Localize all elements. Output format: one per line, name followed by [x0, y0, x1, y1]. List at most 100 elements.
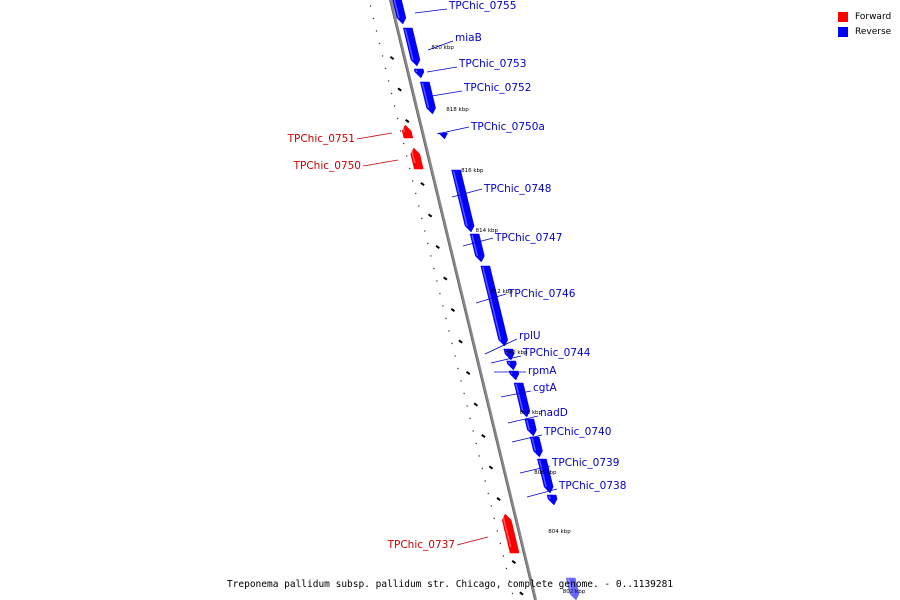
gene-highlight: [531, 437, 537, 452]
scale-tick: [435, 245, 440, 249]
gene-arrow-tpchic_0747[interactable]: [469, 233, 485, 263]
gene-arrow-tpchic_0744[interactable]: [506, 360, 517, 371]
gene-label-leader: [484, 338, 518, 355]
scale-label: 806 kbp: [534, 470, 557, 476]
legend-forward-label: Forward: [855, 11, 892, 22]
gene-label-tpchic_0744[interactable]: TPChic_0744: [522, 347, 591, 359]
gene-label-tpchic_0751[interactable]: TPChic_0751: [287, 133, 355, 145]
gene-label-leader: [462, 237, 494, 247]
gene-label-tpchic_0747[interactable]: TPChic_0747: [494, 232, 562, 244]
gene-arrow-tpchic_0748[interactable]: [451, 169, 475, 233]
gene-label-tpchic_0750[interactable]: TPChic_0750: [293, 160, 361, 172]
gene-label-tpchic_0755[interactable]: TPChic_0755: [448, 0, 516, 12]
gene-arrow-cgta[interactable]: [513, 382, 531, 418]
gene-label-tpchic_0752[interactable]: TPChic_0752: [463, 82, 531, 94]
gene-arrow-tpchic_0750[interactable]: [410, 147, 424, 170]
gene-arrow-rpma[interactable]: [508, 370, 520, 381]
guide-dot: [472, 430, 474, 432]
guide-dot: [511, 592, 514, 595]
gene-arrow-tpchic_0739[interactable]: [537, 458, 554, 494]
gene-highlight: [538, 459, 547, 488]
gene-highlight: [482, 266, 502, 341]
gene-arrow-rplu[interactable]: [503, 348, 515, 361]
guide-dot: [384, 67, 387, 70]
guide-dot: [466, 405, 468, 407]
gene-label-leader: [356, 132, 393, 140]
guide-dot: [481, 467, 483, 470]
scale-tick: [488, 465, 494, 470]
gene-labels: TPChic_0755 miaB TPChic_0753 TPChic_0752 TPC…: [287, 0, 627, 551]
guide-dot: [457, 367, 459, 370]
guide-dot: [475, 442, 477, 445]
guide-dot: [418, 205, 420, 207]
gene-arrow-tpchic_0753[interactable]: [413, 68, 425, 79]
gene-highlight: [404, 28, 414, 61]
gene-arrow-tpchic_0738[interactable]: [546, 494, 558, 506]
guide-dot: [448, 330, 450, 332]
gene-label-leader: [414, 8, 448, 14]
strand-legend: Forward Reverse: [838, 9, 891, 39]
guide-dot: [469, 417, 471, 420]
gene-label-tpchic_0746[interactable]: TPChic_0746: [507, 288, 576, 300]
gene-arrow-tpchic_0751[interactable]: [401, 124, 414, 139]
guide-dot: [442, 305, 444, 307]
gene-arrow-miab[interactable]: [402, 27, 421, 67]
guide-dot: [396, 117, 399, 120]
guide-dot: [412, 180, 414, 182]
guide-dot: [433, 267, 435, 270]
gene-label-leader: [426, 66, 458, 73]
gene-label-tpchic_0748[interactable]: TPChic_0748: [483, 183, 551, 195]
gene-arrow-partial[interactable]: [565, 577, 580, 600]
gene-label-tpchic_0753[interactable]: TPChic_0753: [458, 58, 526, 70]
scale-tick: [397, 87, 402, 92]
gene-arrow-tpchic_0752[interactable]: [419, 81, 436, 115]
gene-arrow-tpchic_0737[interactable]: [501, 513, 520, 554]
guide-dot: [375, 30, 378, 32]
scale-tick: [496, 496, 501, 502]
guide-dot: [451, 342, 453, 345]
scale-tick: [511, 559, 517, 565]
gene-label-leader: [475, 293, 507, 304]
gene-highlight: [393, 0, 400, 19]
guide-dot: [508, 580, 511, 582]
scale-label: 810 kbp: [505, 350, 528, 356]
gene-arrow-tpchic_0755[interactable]: [391, 0, 407, 25]
gene-label-leader: [427, 40, 454, 51]
gene-label-leader: [507, 415, 539, 424]
scale-tick: [458, 339, 463, 344]
forward-swatch: [838, 11, 848, 22]
gene-arrow-tpchic_0740[interactable]: [529, 436, 543, 458]
gene-label-miab[interactable]: miaB: [455, 32, 482, 44]
gene-label-rpma[interactable]: rpmA: [528, 365, 557, 377]
gene-label-rplu[interactable]: rplU: [519, 330, 541, 342]
guide-dot: [445, 317, 447, 320]
scale-label: 816 kbp: [461, 168, 484, 174]
guide-dot: [436, 280, 438, 282]
backbone-shadow-line: [389, 0, 535, 600]
scale-label: 808 kbp: [520, 410, 543, 416]
guide-dot: [490, 505, 492, 507]
gene-highlight: [505, 349, 508, 355]
gene-label-cgta[interactable]: cgtA: [533, 382, 558, 394]
gene-highlight: [515, 383, 524, 412]
gene-label-leader: [436, 126, 470, 135]
guide-dot: [496, 530, 499, 532]
gene-label-tpchic_0740[interactable]: TPChic_0740: [543, 426, 611, 438]
guide-dot: [402, 142, 405, 145]
gene-arrow-tpchic_0746[interactable]: [480, 265, 508, 347]
guide-dot: [381, 55, 384, 57]
guide-dot: [424, 230, 426, 232]
gene-label-tpchic_0750a[interactable]: TPChic_0750a: [470, 121, 545, 133]
gene-label-tpchic_0737[interactable]: TPChic_0737: [387, 539, 455, 551]
guide-dot: [463, 392, 465, 395]
gene-label-tpchic_0738[interactable]: TPChic_0738: [558, 480, 626, 492]
gene-label-nadd[interactable]: nadD: [540, 407, 568, 419]
guide-dot: [378, 42, 381, 45]
scale-label: 812 kbp: [490, 289, 513, 295]
gene-label-tpchic_0739[interactable]: TPChic_0739: [551, 457, 619, 469]
scale-tick: [519, 591, 524, 596]
gene-label-leader: [362, 159, 399, 167]
gene-arrow-nadd[interactable]: [524, 418, 537, 437]
guide-dot: [460, 380, 462, 382]
